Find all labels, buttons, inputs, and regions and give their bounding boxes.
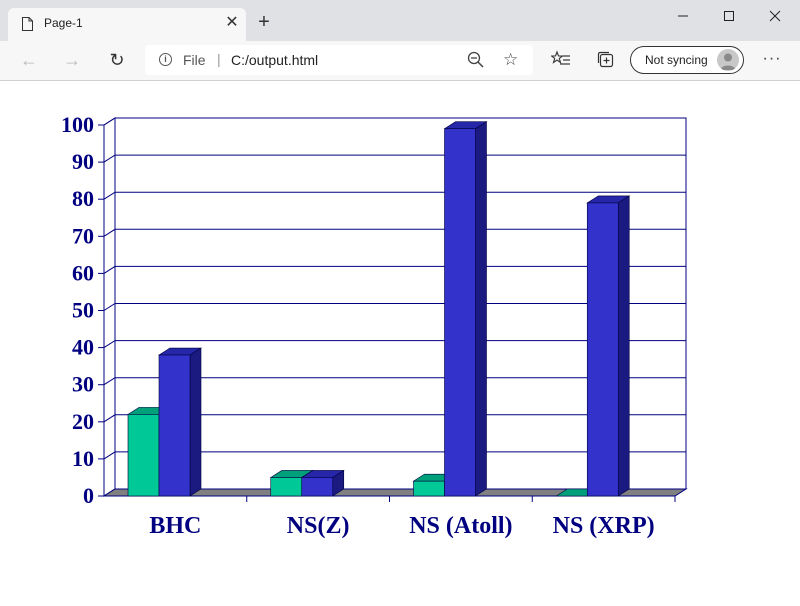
y-tick-label: 80 — [72, 186, 94, 211]
y-tick-label: 10 — [72, 446, 94, 471]
bar-side — [475, 121, 487, 497]
new-tab-icon[interactable]: + — [258, 11, 270, 33]
x-category-label: NS (XRP) — [553, 513, 655, 539]
close-window-icon[interactable] — [752, 4, 798, 28]
bar — [444, 128, 476, 497]
gridline — [103, 117, 686, 126]
browser-tab[interactable]: Page-1 ✕ — [8, 8, 246, 41]
favorites-icon[interactable] — [551, 50, 571, 70]
bar — [413, 480, 445, 497]
bar — [158, 354, 191, 497]
close-tab-icon[interactable]: ✕ — [225, 14, 239, 31]
gridline — [103, 191, 686, 200]
maximize-icon[interactable] — [706, 4, 752, 28]
y-tick-label: 0 — [83, 483, 94, 508]
address-scheme: File — [183, 52, 206, 68]
tab-title: Page-1 — [44, 16, 83, 30]
browser-toolbar: ← → ↻ i File | C:/output.html ☆ Not sync… — [0, 41, 800, 81]
back-arrow-icon[interactable]: ← — [20, 50, 38, 70]
gridline — [103, 228, 686, 237]
title-bar: Page-1 ✕ + — [0, 0, 800, 41]
favorite-star-icon[interactable]: ☆ — [503, 50, 519, 69]
y-tick-label: 50 — [72, 298, 94, 323]
gridline — [103, 154, 686, 163]
gridline — [103, 414, 686, 423]
more-options-icon[interactable]: ··· — [762, 50, 782, 67]
sync-label: Not syncing — [645, 53, 708, 67]
minimize-icon[interactable] — [660, 4, 706, 28]
gridline — [103, 340, 686, 349]
bar — [270, 477, 303, 497]
y-tick-label: 60 — [72, 260, 94, 285]
collections-icon[interactable] — [596, 50, 616, 70]
gridline — [103, 303, 686, 311]
bar — [127, 414, 160, 497]
address-url[interactable]: C:/output.html — [231, 52, 319, 68]
zoom-out-icon[interactable] — [467, 51, 485, 69]
forward-arrow-icon[interactable]: → — [63, 50, 81, 70]
bar — [301, 477, 334, 497]
info-icon[interactable]: i — [159, 53, 172, 66]
address-bar[interactable]: i File | C:/output.html ☆ — [145, 45, 533, 75]
bar-side — [189, 347, 202, 497]
x-category-label: BHC — [149, 513, 201, 539]
avatar-icon — [717, 49, 739, 71]
page-icon — [22, 17, 33, 31]
y-tick-label: 100 — [61, 112, 94, 137]
y-tick-label: 70 — [72, 223, 94, 248]
bar-side — [617, 195, 630, 497]
profile-sync-button[interactable]: Not syncing — [630, 46, 744, 74]
bar — [586, 202, 619, 497]
y-tick-label: 30 — [72, 372, 94, 397]
bar-chart: 0 10 20 30 40 50 60 70 80 90 100 BHC NS(Z) NS (Atoll)… — [61, 112, 688, 539]
gridline — [103, 451, 686, 460]
y-tick-label: 40 — [72, 335, 94, 360]
y-tick-label: 90 — [72, 149, 94, 174]
page-content: 0 10 20 30 40 50 60 70 80 90 100 BHC NS(Z) NS (Atoll)… — [0, 81, 800, 606]
gridline — [103, 377, 686, 386]
reload-icon[interactable]: ↻ — [109, 50, 125, 70]
x-category-label: NS (Atoll) — [409, 513, 512, 539]
address-separator: | — [217, 51, 221, 67]
y-tick-label: 20 — [72, 409, 94, 434]
gridline — [103, 265, 686, 274]
x-category-label: NS(Z) — [287, 513, 350, 539]
